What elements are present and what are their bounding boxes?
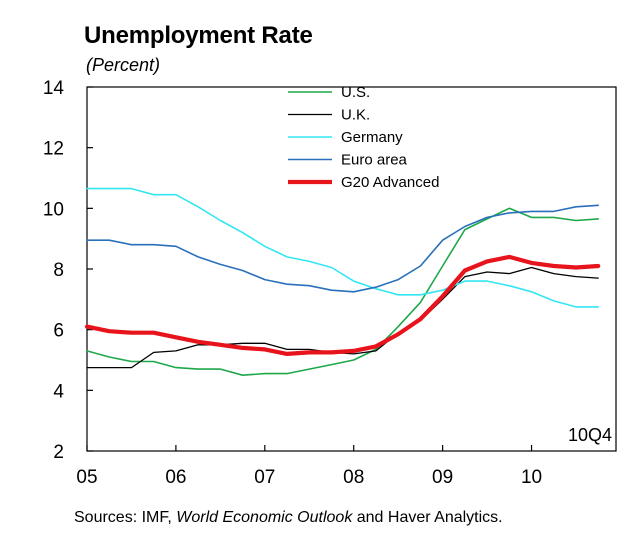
chart-subtitle: (Percent): [86, 55, 161, 75]
x-tick-label: 05: [76, 467, 97, 488]
x-tick-label: 08: [343, 467, 364, 488]
legend-label-g20-advanced: G20 Advanced: [341, 174, 439, 191]
source-publication: World Economic Outlook: [176, 509, 353, 526]
legend-label-germany: Germany: [341, 129, 403, 146]
series-layer: [84, 187, 601, 377]
series-line-u-s: [86, 207, 600, 377]
source-suffix: and Haver Analytics.: [352, 509, 503, 526]
y-tick-label: 6: [53, 321, 64, 342]
y-tick-label: 14: [43, 78, 65, 99]
series-line-g20-advanced: [84, 254, 601, 356]
y-tick-label: 2: [53, 442, 64, 463]
x-tick-label: 09: [432, 467, 453, 488]
y-tick-label: 4: [53, 381, 64, 402]
source-note: Sources: IMF, World Economic Outlook and…: [74, 509, 503, 527]
legend-label-u-k: U.K.: [341, 107, 370, 124]
axes: 2 4 6 8 10 12 14 05 06 07 08 09 10: [43, 78, 617, 488]
legend: U.S. U.K. Germany Euro area G20 Advanced: [288, 84, 439, 191]
x-tick-label: 06: [165, 467, 186, 488]
legend-label-u-s: U.S.: [341, 84, 370, 101]
series-line-germany: [86, 187, 600, 308]
source-prefix: Sources: IMF,: [74, 509, 177, 526]
period-annotation: 10Q4: [568, 425, 612, 445]
y-tick-label: 8: [53, 260, 64, 281]
x-tick-label: 10: [521, 467, 542, 488]
series-line-euro-area: [86, 204, 600, 293]
y-tick-label: 10: [43, 199, 64, 220]
y-tick-label: 12: [43, 139, 64, 160]
legend-label-euro-area: Euro area: [341, 152, 408, 169]
chart-title: Unemployment Rate: [84, 22, 313, 49]
x-tick-label: 07: [254, 467, 275, 488]
